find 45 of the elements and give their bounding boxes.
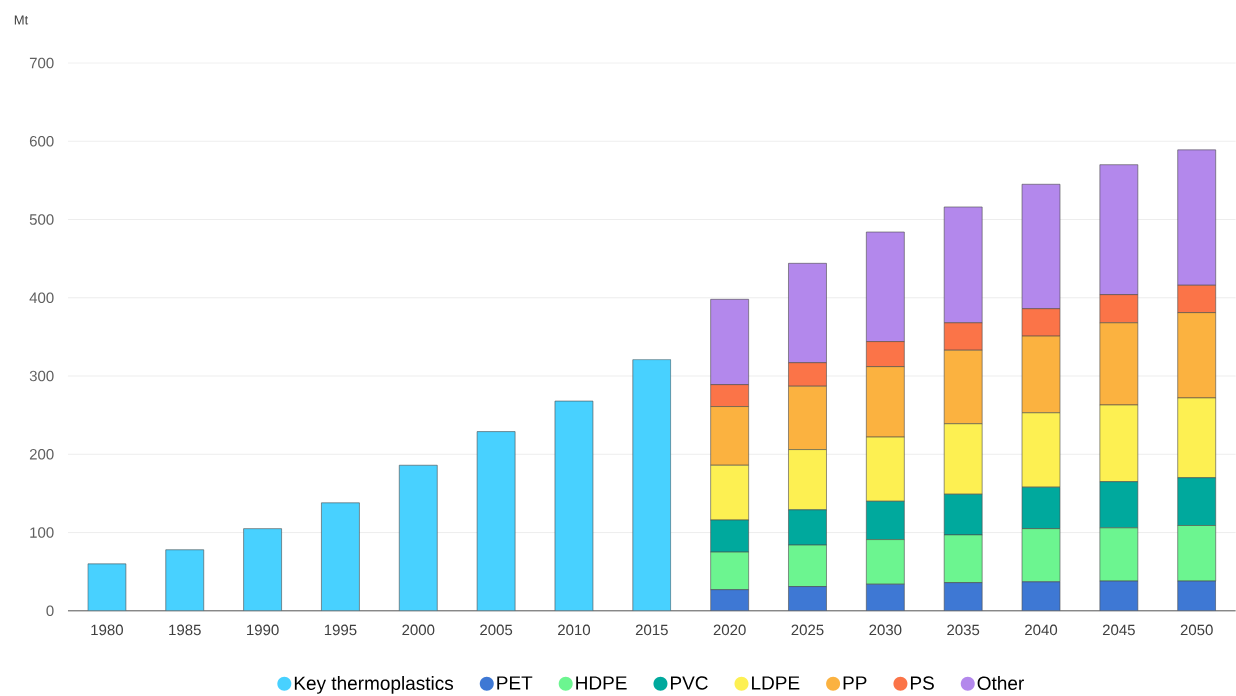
y-tick-label: 100 [30, 527, 54, 538]
bar [321, 502, 360, 611]
legend-label: PP [843, 676, 867, 690]
bar [866, 584, 905, 611]
y-tick-label: 200 [29, 449, 54, 460]
x-tick-label: 2010 [558, 624, 591, 636]
bar [165, 549, 205, 611]
x-tick-label: 2005 [480, 624, 513, 636]
bar [398, 465, 438, 611]
bar [243, 528, 282, 611]
x-tick-label: 2045 [1102, 624, 1135, 636]
x-tick-label: 2020 [713, 624, 746, 636]
legend-label: HDPE [576, 676, 627, 690]
x-tick-label: 1985 [169, 624, 201, 636]
x-tick-label: 2025 [791, 624, 824, 636]
x-tick-label: 2030 [869, 624, 902, 636]
x-tick-label: 1980 [91, 624, 123, 636]
legend-label: Key thermoplastics [294, 676, 454, 694]
bar [788, 586, 827, 611]
y-tick-label: 500 [29, 214, 54, 225]
x-tick-label: 2000 [402, 624, 435, 636]
x-tick-label: 1995 [324, 624, 357, 636]
y-tick-label: 300 [29, 370, 54, 382]
bar [554, 400, 594, 611]
bar [87, 563, 127, 611]
bar [476, 431, 516, 611]
legend-label: PS [910, 676, 934, 690]
bar [943, 582, 983, 611]
x-tick-label: 2040 [1025, 624, 1058, 636]
x-tick-label: 2035 [947, 624, 980, 636]
bar [632, 359, 672, 611]
legend-label: PET [497, 676, 533, 690]
y-tick-label: 600 [29, 136, 54, 147]
x-tick-label: 2015 [635, 624, 668, 636]
x-tick-label: 2050 [1180, 624, 1213, 636]
y-tick-label: 700 [29, 57, 54, 69]
y-axis-title: Mt [14, 15, 29, 25]
legend-label: PVC [671, 676, 708, 690]
bar [710, 589, 749, 611]
bar [1177, 580, 1216, 611]
y-tick-label: 0 [46, 605, 54, 617]
x-tick-label: 1990 [247, 624, 279, 636]
legend-label: Other [977, 676, 1024, 691]
y-tick-label: 400 [29, 292, 54, 304]
legend-label: LDPE [752, 676, 800, 690]
